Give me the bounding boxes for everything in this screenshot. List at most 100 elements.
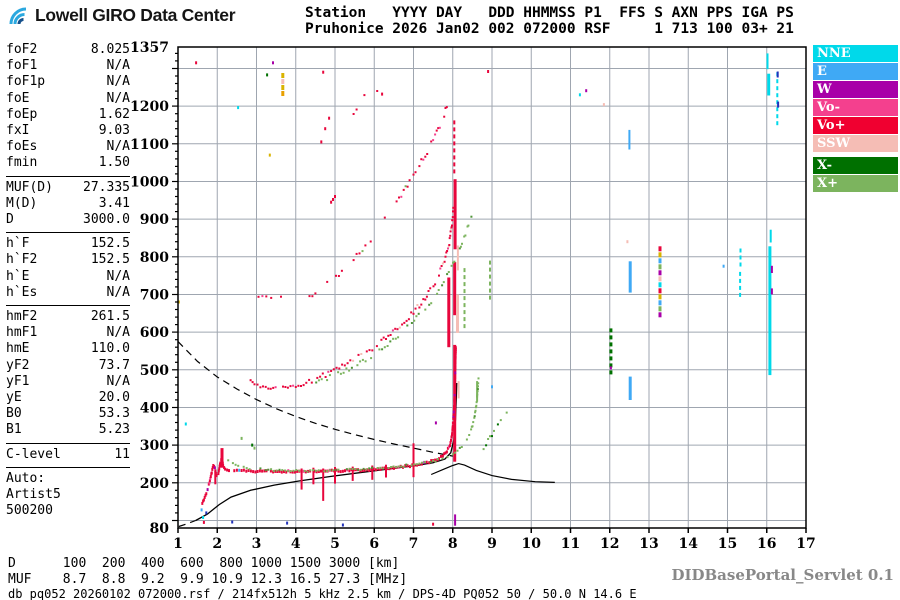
- param-label: hmF2: [6, 309, 38, 325]
- param-row: h`E N/A: [6, 269, 130, 285]
- param-divider: [6, 175, 130, 177]
- param-label: B1: [6, 422, 22, 438]
- param-row: yF1 N/A: [6, 374, 130, 390]
- param-value: 8.025: [90, 42, 130, 57]
- param-label: B0: [6, 406, 22, 422]
- param-value: 1.62: [98, 106, 130, 122]
- svg-text:9: 9: [487, 536, 497, 552]
- param-label: foF1: [6, 58, 38, 74]
- svg-text:15: 15: [718, 536, 737, 552]
- parameter-panel: foF2 8.025 foF1 N/A foF1p N/A foE N/A foEp 1.62 fx…: [6, 42, 130, 519]
- param-row: B0 53.3: [6, 406, 130, 422]
- giro-logo: Lowell GIRO Data Center: [8, 4, 236, 26]
- param-value: N/A: [106, 90, 130, 106]
- param-label: foEp: [6, 106, 38, 122]
- param-divider: [6, 305, 130, 307]
- svg-text:800: 800: [140, 250, 169, 266]
- svg-text:8: 8: [448, 536, 458, 552]
- muf-table-muf-row: MUF 8.7 8.8 9.2 9.9 10.9 12.3 16.5 27.3 …: [8, 571, 408, 587]
- servlet-version-label: DIDBasePortal_Servlet 0.1: [671, 566, 894, 584]
- legend-item-e: E: [813, 63, 898, 80]
- param-value: 73.7: [98, 357, 130, 373]
- legend-item-ssw: SSW: [813, 135, 898, 152]
- auto-line-artist: Artist5: [6, 487, 61, 503]
- param-row: hmF2 261.5: [6, 309, 130, 325]
- param-value: N/A: [106, 74, 130, 90]
- param-value: N/A: [106, 268, 130, 284]
- param-value: 1.50: [98, 155, 130, 171]
- param-value: 152.5: [90, 252, 130, 268]
- legend-item-xplus: X+: [813, 175, 898, 192]
- param-label: h`E: [6, 268, 30, 284]
- svg-text:300: 300: [140, 438, 169, 454]
- param-row: fmin 1.50: [6, 155, 130, 171]
- svg-text:16: 16: [757, 536, 776, 552]
- station-header-line2: Pruhonice 2026 Jan02 002 072000 RSF 1 71…: [305, 20, 794, 37]
- legend-item-nne: NNE: [813, 45, 898, 62]
- param-divider: [6, 442, 130, 444]
- svg-text:500: 500: [140, 363, 169, 379]
- auto-label: Auto:: [6, 470, 46, 486]
- param-value: N/A: [106, 139, 130, 155]
- muf-table: D 100 200 400 600 800 1000 1500 3000 [km…: [8, 556, 407, 587]
- svg-text:2: 2: [212, 536, 222, 552]
- svg-text:7: 7: [409, 536, 419, 552]
- svg-text:1: 1: [173, 536, 183, 552]
- param-value: 27.335: [83, 179, 130, 195]
- param-value: 3.41: [98, 195, 130, 211]
- svg-text:10: 10: [522, 536, 542, 552]
- param-label: fmin: [6, 155, 38, 171]
- param-row: foE N/A: [6, 91, 130, 107]
- svg-text:6: 6: [369, 536, 379, 552]
- param-label: MUF(D): [6, 179, 53, 195]
- svg-text:1357: 1357: [130, 40, 169, 56]
- param-value: N/A: [106, 325, 130, 341]
- param-row: hmE 110.0: [6, 341, 130, 357]
- param-row: M(D) 3.41: [6, 196, 130, 212]
- svg-text:3: 3: [252, 536, 262, 552]
- param-value: 110.0: [90, 341, 130, 357]
- svg-text:400: 400: [140, 401, 169, 417]
- param-value: 20.0: [98, 390, 130, 406]
- svg-text:80: 80: [150, 521, 170, 537]
- svg-text:200: 200: [140, 476, 169, 492]
- param-row: MUF(D) 27.335: [6, 180, 130, 196]
- param-value: N/A: [106, 58, 130, 74]
- svg-text:14: 14: [679, 536, 699, 552]
- param-row: h`F2 152.5: [6, 252, 130, 268]
- param-label: foEs: [6, 139, 38, 155]
- param-row: foF1p N/A: [6, 74, 130, 90]
- svg-text:600: 600: [140, 325, 169, 341]
- param-label: hmE: [6, 341, 30, 357]
- param-divider: [6, 466, 130, 468]
- param-groups: foF2 8.025 foF1 N/A foF1p N/A foE N/A foEp 1.62 fx…: [6, 42, 130, 468]
- legend-item-w: W: [813, 81, 898, 98]
- param-row: B1 5.23: [6, 422, 130, 438]
- svg-text:13: 13: [639, 536, 658, 552]
- param-label: h`F2: [6, 252, 38, 268]
- svg-text:900: 900: [140, 212, 169, 228]
- giro-logo-icon: [8, 4, 32, 26]
- svg-text:11: 11: [561, 536, 580, 552]
- param-row: D 3000.0: [6, 212, 130, 228]
- param-value: 53.3: [98, 406, 130, 422]
- param-label: M(D): [6, 195, 38, 211]
- param-value: 152.5: [90, 236, 130, 252]
- param-value: 3000.0: [83, 212, 130, 228]
- param-row: hmF1 N/A: [6, 325, 130, 341]
- svg-text:17: 17: [796, 536, 815, 552]
- param-label: yE: [6, 390, 22, 406]
- param-divider: [6, 232, 130, 234]
- param-label: yF1: [6, 373, 30, 389]
- svg-text:4: 4: [291, 536, 301, 552]
- param-row: h`F 152.5: [6, 236, 130, 252]
- param-label: yF2: [6, 357, 30, 373]
- svg-text:5: 5: [330, 536, 340, 552]
- param-label: foF2: [6, 42, 38, 57]
- param-value: 261.5: [90, 309, 130, 325]
- svg-text:1200: 1200: [130, 99, 169, 115]
- echo-type-legend: NNE E W Vo- Vo+ SSW X- X+: [813, 45, 898, 193]
- svg-text:700: 700: [140, 288, 169, 304]
